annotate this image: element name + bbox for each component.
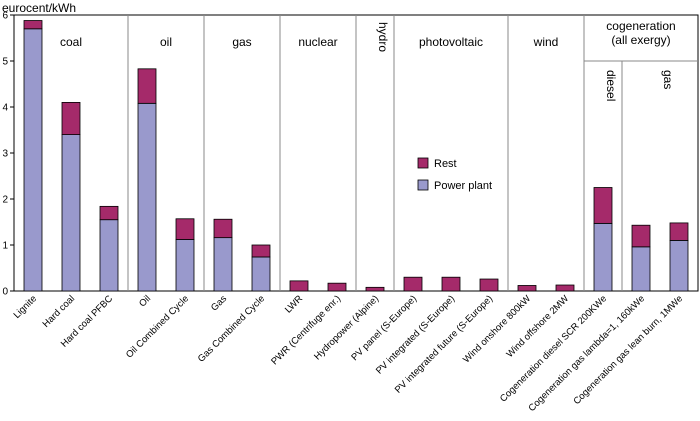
category-label: Lignite (12, 293, 40, 321)
group-label-line: cogeneration (606, 19, 675, 33)
y-tick-label: 0 (2, 287, 8, 298)
subgroup-label: diesel (604, 70, 618, 101)
bar-rest (593, 187, 613, 224)
bar-rest (631, 224, 651, 248)
y-tick-label: 4 (2, 103, 8, 114)
bar-power-plant (137, 102, 157, 292)
bar-rest (403, 276, 423, 292)
group-label-line: (all exergy) (611, 33, 670, 47)
bar-power-plant (213, 237, 233, 292)
bar-rest (61, 102, 81, 136)
group-label-line: wind (533, 35, 559, 49)
group-label: hydro (376, 22, 390, 52)
bar-rest (669, 222, 689, 241)
bar-power-plant (99, 219, 119, 292)
bar-power-plant (175, 239, 195, 292)
bar-rest (365, 286, 385, 292)
group-label-line: gas (232, 35, 251, 49)
group-label-line: nuclear (298, 35, 337, 49)
legend-swatch (417, 157, 429, 169)
group-label-line: coal (60, 35, 82, 49)
group-label: oil (160, 35, 172, 49)
category-label: Gas Combined Cycle (196, 293, 267, 364)
legend-label: Power plant (434, 180, 492, 192)
bar-rest (327, 282, 347, 292)
y-tick-label: 5 (2, 57, 8, 68)
bar-power-plant (631, 246, 651, 292)
category-label: Hard coal (41, 293, 78, 330)
y-axis-unit-label: eurocent/kWh (2, 1, 76, 15)
category-label: Gas (209, 293, 229, 313)
bar-rest (175, 218, 195, 240)
category-label: PV panel (S-Europe) (349, 293, 419, 363)
group-label: photovoltaic (419, 35, 483, 49)
category-label: PWR (Centrifuge enr.) (269, 293, 343, 367)
subgroup-label: gas (661, 70, 675, 89)
bar-power-plant (23, 28, 43, 292)
bar-rest (99, 205, 119, 221)
bar-power-plant (61, 134, 81, 292)
bar-rest (213, 218, 233, 239)
legend-swatch (417, 179, 429, 191)
group-label: coal (60, 35, 82, 49)
bar-rest (441, 276, 461, 292)
category-label: LWR (283, 293, 305, 315)
bar-rest (137, 68, 157, 104)
y-tick-label: 3 (2, 149, 8, 160)
group-label: nuclear (298, 35, 337, 49)
group-label: cogeneration (all exergy) (606, 19, 675, 47)
y-tick-label: 2 (2, 195, 8, 206)
bar-rest (479, 278, 499, 292)
category-label: Hydropower (Alpine) (312, 293, 381, 362)
group-label-line: oil (160, 35, 172, 49)
y-tick-label: 6 (2, 11, 8, 22)
category-label: Wind onshore 800kW (461, 293, 533, 365)
bar-rest (517, 285, 537, 292)
bar-rest (251, 244, 271, 258)
bar-power-plant (593, 222, 613, 292)
group-label: gas (232, 35, 251, 49)
bar-rest (555, 284, 575, 292)
legend-label: Rest (434, 158, 457, 170)
category-label: Oil (137, 293, 153, 309)
bar-rest (23, 20, 43, 30)
bar-rest (289, 280, 309, 292)
y-tick-label: 1 (2, 241, 8, 252)
group-label: wind (533, 35, 559, 49)
group-label-line: photovoltaic (419, 35, 483, 49)
bar-power-plant (251, 256, 271, 292)
bar-power-plant (669, 239, 689, 292)
category-label: Oil Combined Cycle (124, 293, 191, 360)
